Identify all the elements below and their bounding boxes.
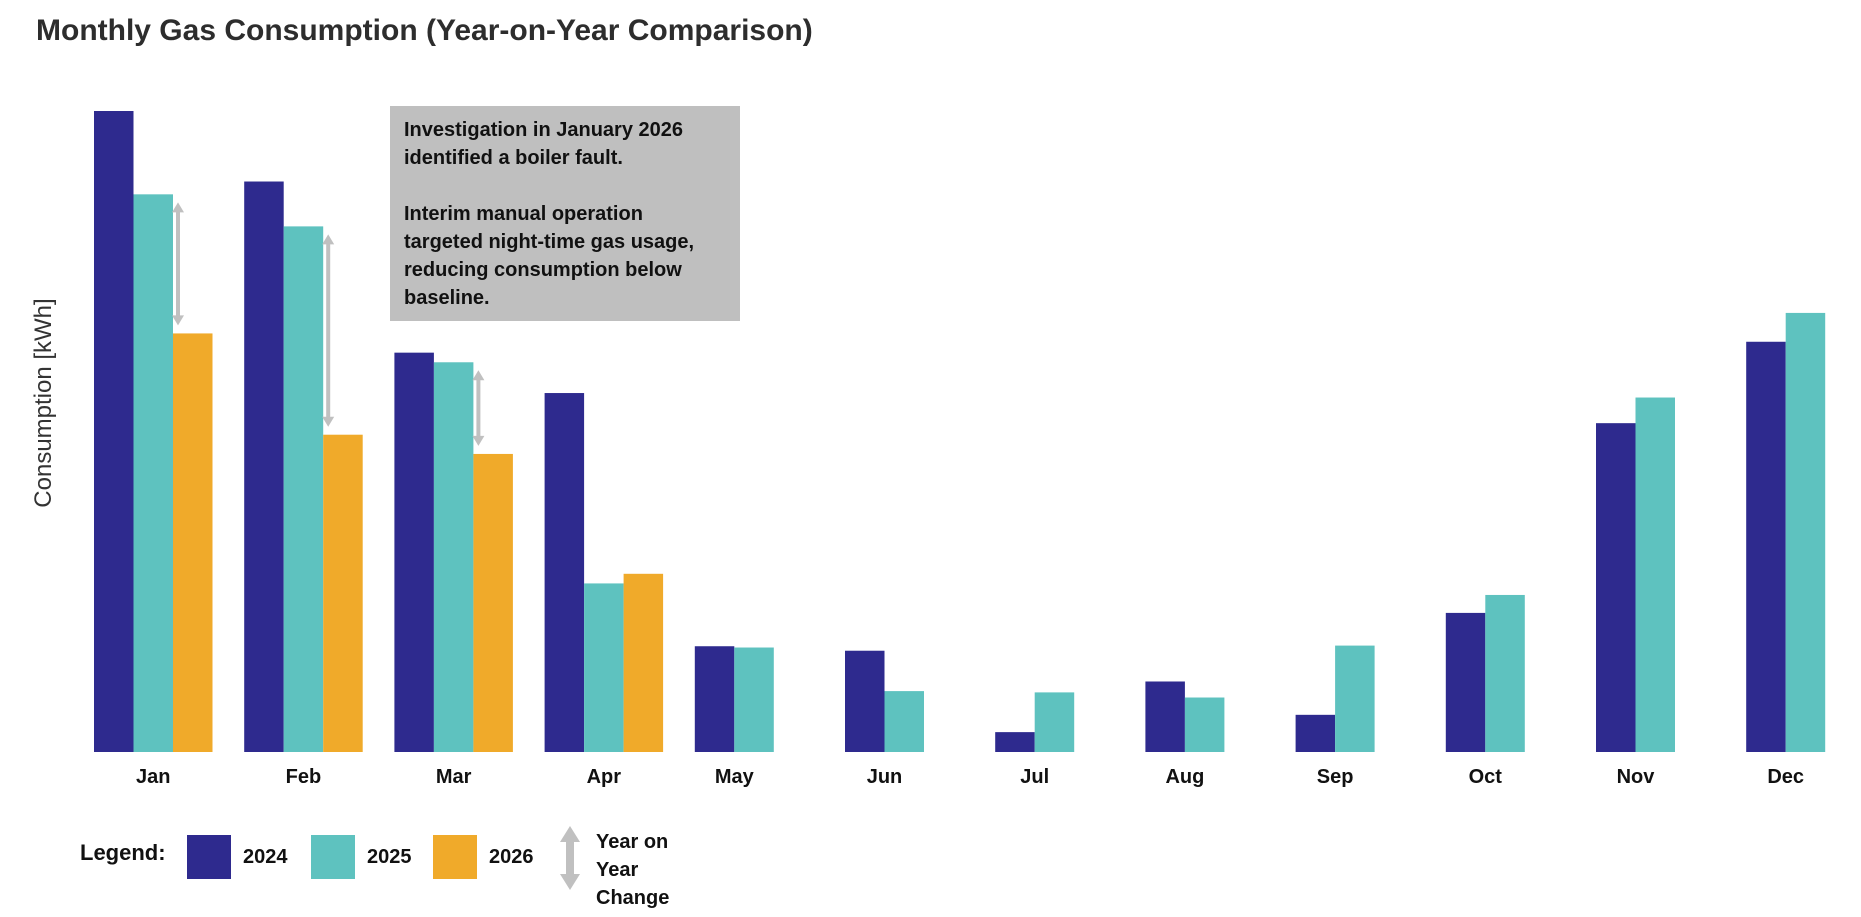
annotation-line-1: Investigation in January 2026 identified… — [404, 119, 683, 169]
x-tick-label-jun: Jun — [867, 766, 903, 788]
legend-swatch-2025 — [311, 835, 355, 879]
annotation-line-2: Interim manual operation targeted night-… — [404, 203, 695, 309]
x-tick-label-feb: Feb — [286, 766, 322, 788]
chart-title: Monthly Gas Consumption (Year-on-Year Co… — [36, 14, 813, 47]
x-tick-label-aug: Aug — [1165, 766, 1204, 788]
x-tick-label-may: May — [715, 766, 755, 788]
bar-oct-2025 — [1485, 594, 1525, 752]
x-tick-label-apr: Apr — [587, 766, 622, 788]
bar-jun-2025 — [884, 691, 924, 752]
bar-feb-2026 — [323, 434, 363, 752]
bar-jul-2024 — [995, 732, 1035, 752]
legend-yoy-arrow-icon — [560, 826, 580, 890]
x-tick-label-jul: Jul — [1020, 766, 1049, 788]
yoy-arrow-mar — [472, 370, 485, 446]
legend-swatch-2026 — [433, 835, 477, 879]
bar-jan-2026 — [173, 333, 213, 752]
legend-label-2025: 2025 — [367, 846, 412, 868]
x-tick-label-nov: Nov — [1617, 766, 1656, 788]
bar-jan-2025 — [133, 194, 173, 752]
bar-dec-2025 — [1785, 312, 1826, 752]
x-tick-label-dec: Dec — [1767, 766, 1804, 788]
yoy-arrow-jan — [172, 202, 184, 326]
bar-mar-2026 — [473, 453, 513, 752]
bar-nov-2024 — [1596, 423, 1636, 752]
bar-aug-2024 — [1145, 681, 1185, 752]
bar-jun-2024 — [845, 650, 885, 752]
bar-may-2024 — [694, 646, 735, 752]
legend-label-2026: 2026 — [489, 846, 534, 868]
annotation-box: Investigation in January 2026 identified… — [390, 106, 740, 321]
legend-title: Legend: — [80, 840, 166, 865]
bar-sep-2025 — [1335, 645, 1375, 752]
x-tick-label-sep: Sep — [1317, 766, 1354, 788]
bar-may-2025 — [734, 647, 774, 752]
bar-apr-2025 — [584, 583, 624, 752]
x-tick-label-oct: Oct — [1469, 766, 1503, 788]
bar-oct-2024 — [1445, 612, 1486, 752]
bar-aug-2025 — [1184, 697, 1225, 752]
bar-feb-2024 — [244, 181, 284, 752]
bar-jul-2025 — [1034, 692, 1075, 752]
legend-yoy-label-line-2: Change — [596, 887, 670, 909]
bar-apr-2024 — [544, 393, 585, 752]
bar-apr-2026 — [623, 573, 664, 752]
x-tick-label-mar: Mar — [436, 766, 472, 788]
yoy-arrow-feb — [322, 234, 335, 427]
bar-feb-2025 — [283, 226, 324, 752]
bar-nov-2025 — [1635, 397, 1675, 752]
bar-dec-2024 — [1746, 341, 1786, 752]
x-tick-label-jan: Jan — [136, 766, 170, 788]
bar-mar-2025 — [433, 362, 474, 752]
bar-sep-2024 — [1295, 714, 1336, 752]
legend-swatch-2024 — [187, 835, 231, 879]
legend-yoy-label-line-1: Year on Year — [596, 831, 669, 881]
bar-jan-2024 — [94, 111, 134, 752]
bar-mar-2024 — [394, 352, 434, 752]
legend-yoy-label: Year on Year Change — [596, 828, 669, 912]
legend-label-2024: 2024 — [243, 846, 288, 868]
